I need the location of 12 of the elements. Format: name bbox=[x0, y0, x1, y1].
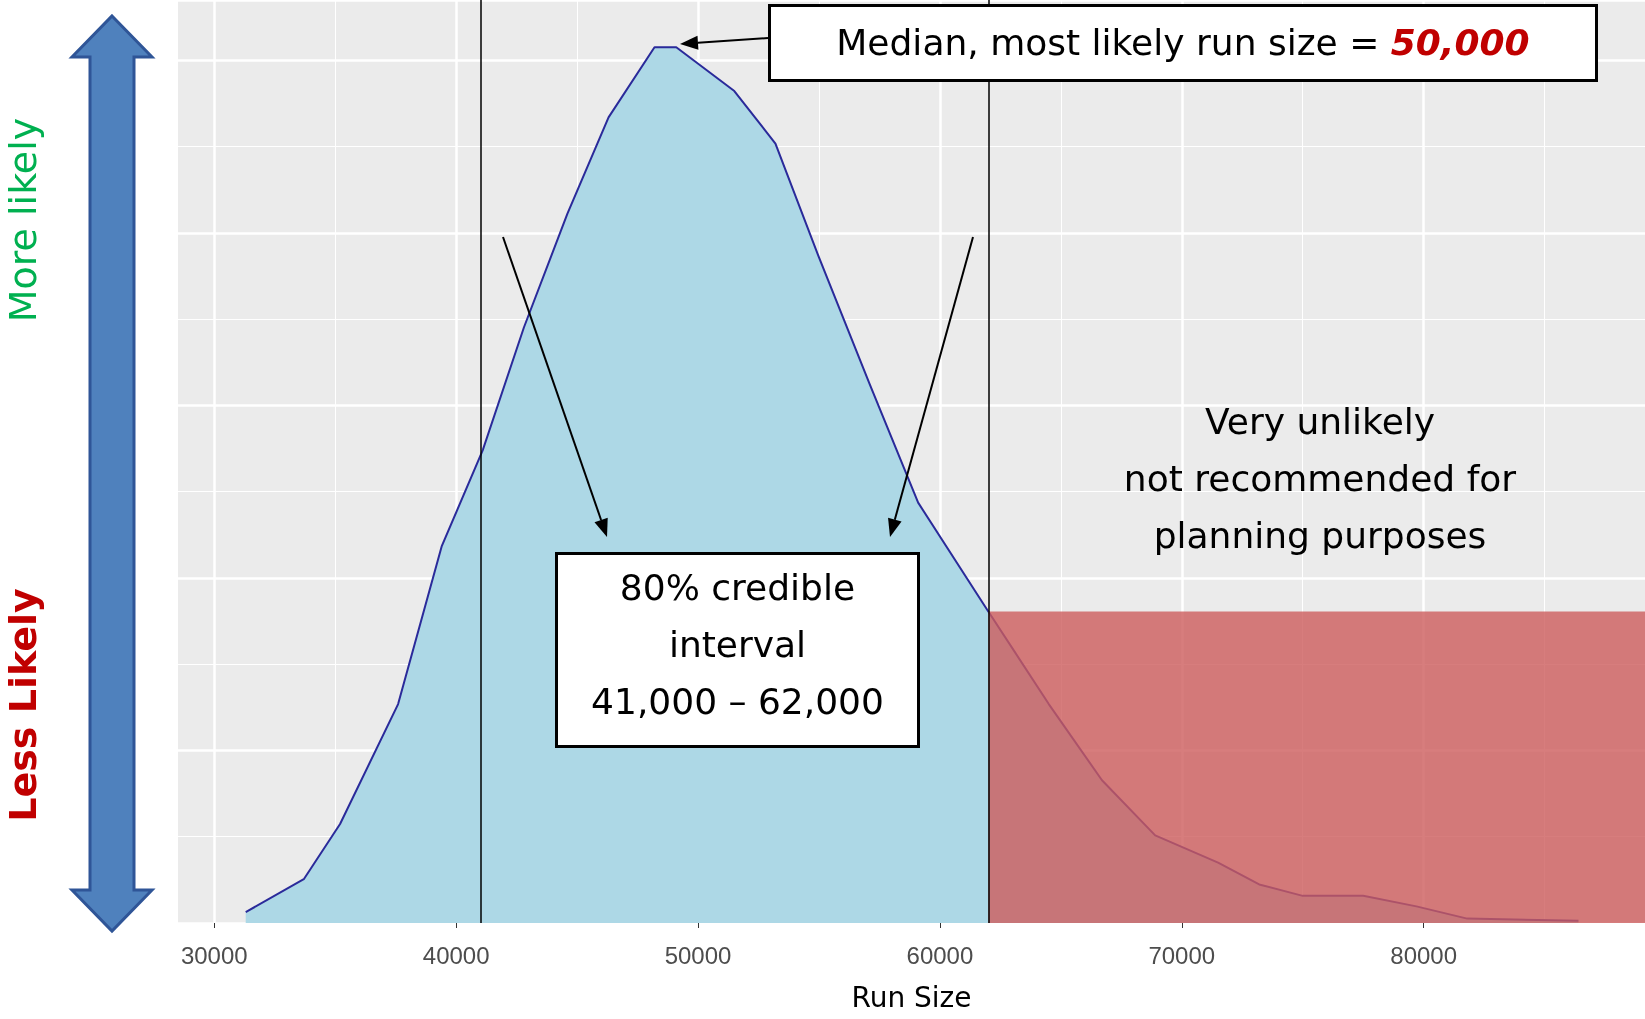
callout-box: 80% credible interval 41,000 – 62,000 bbox=[555, 552, 920, 748]
text: More likely bbox=[1, 117, 46, 323]
x-tick-label: 50000 bbox=[664, 941, 732, 969]
x-tick-label: 60000 bbox=[906, 941, 974, 969]
x-tick-label: 70000 bbox=[1148, 941, 1216, 969]
x-axis-title: Run Size bbox=[851, 980, 972, 1014]
band-label: Very unlikely not recommended for planning purposes bbox=[1122, 400, 1518, 558]
text: Less Likely bbox=[0, 588, 45, 822]
callout-box: Median, most likely run size = 50,000 bbox=[768, 4, 1598, 82]
x-tick-label: 40000 bbox=[422, 941, 490, 969]
x-tick-label: 30000 bbox=[180, 941, 248, 969]
x-tick-label: 80000 bbox=[1390, 941, 1458, 969]
